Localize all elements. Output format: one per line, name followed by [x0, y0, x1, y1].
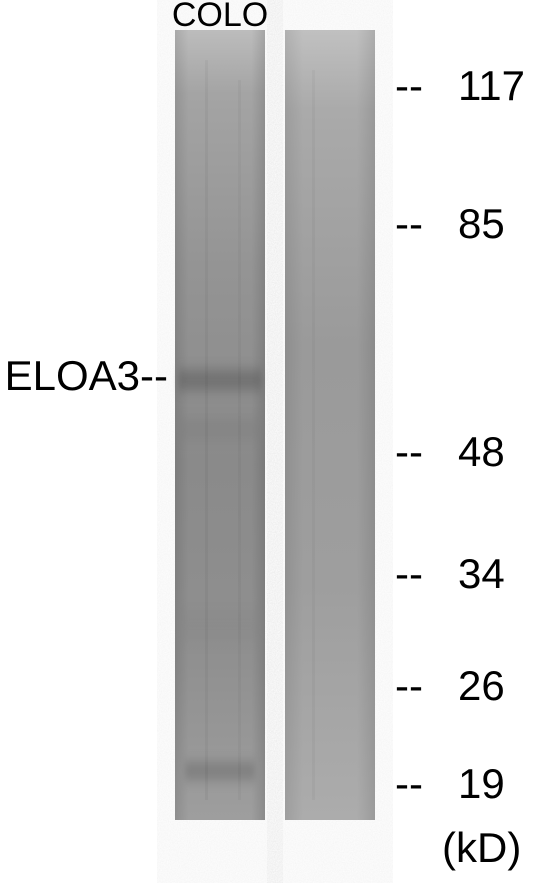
band-nonspecific-2: [182, 610, 258, 642]
mw-value: 85: [458, 200, 505, 247]
mw-gap: [435, 200, 447, 247]
mw-marker-26: -- 26: [395, 662, 505, 710]
mw-dash: --: [395, 760, 423, 807]
lane-2: [285, 30, 375, 820]
mw-value: 34: [458, 550, 505, 597]
mw-value: 117: [458, 62, 525, 109]
mw-marker-117: -- 117: [395, 62, 525, 110]
mw-gap: [435, 662, 447, 709]
mw-marker-34: -- 34: [395, 550, 505, 598]
mw-value: 26: [458, 662, 505, 709]
mw-unit-label: (kD): [442, 824, 521, 872]
mw-gap: [435, 428, 447, 475]
mw-dash: --: [395, 62, 423, 109]
mw-dash: --: [395, 428, 423, 475]
mw-value: 19: [458, 760, 505, 807]
mw-dash: --: [395, 550, 423, 597]
mw-marker-85: -- 85: [395, 200, 505, 248]
mw-gap: [435, 550, 447, 597]
band-nonspecific-3: [185, 762, 255, 780]
mw-marker-19: -- 19: [395, 760, 505, 808]
protein-label-dash: --: [140, 352, 168, 400]
mw-dash: --: [395, 200, 423, 247]
lane-1-header: COLO: [162, 0, 278, 35]
band-eloa3: [178, 370, 262, 390]
mw-marker-48: -- 48: [395, 428, 505, 476]
mw-value: 48: [458, 428, 505, 475]
blot-figure: COLO ELOA3 -- -- 117 -- 85 -- 48 -- 34 -…: [0, 0, 551, 883]
lane-1: [175, 30, 265, 820]
mw-gap: [435, 62, 447, 109]
band-nonspecific-1: [180, 418, 260, 440]
protein-label: ELOA3: [0, 352, 140, 400]
mw-gap: [435, 760, 447, 807]
mw-dash: --: [395, 662, 423, 709]
